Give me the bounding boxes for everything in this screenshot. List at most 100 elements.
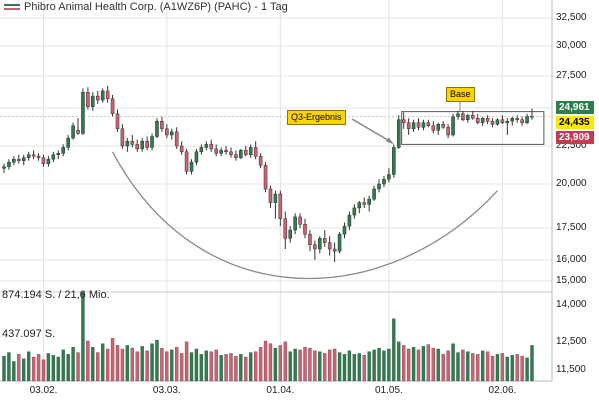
candle-body xyxy=(268,188,273,203)
candle-body xyxy=(160,120,164,130)
volume-bar xyxy=(105,348,110,382)
candle-body xyxy=(224,150,228,153)
volume-bar xyxy=(145,350,149,382)
volume-bar xyxy=(155,339,159,382)
price-tag: 23,909 xyxy=(556,131,594,144)
candle-body xyxy=(431,125,436,131)
volume-mid-label: 437.097 S. xyxy=(2,328,56,340)
candle-body xyxy=(95,95,100,101)
candle-body xyxy=(155,120,159,137)
candle-body xyxy=(51,154,56,160)
candle-body xyxy=(194,151,199,163)
candle-body xyxy=(21,157,26,161)
volume-bar xyxy=(485,351,490,382)
candle-body xyxy=(313,244,317,250)
volume-bar xyxy=(313,350,317,382)
volume-bar xyxy=(466,351,470,382)
x-tick-label: 03.03. xyxy=(152,385,181,396)
volume-tick-label: 11,500 xyxy=(556,364,586,375)
volume-bar xyxy=(234,355,238,382)
volume-bar xyxy=(12,361,16,382)
candle-body xyxy=(31,154,36,157)
candle-body xyxy=(278,193,283,219)
candle-body xyxy=(263,164,268,190)
volume-bar xyxy=(150,343,154,382)
y-tick-label: 27,500 xyxy=(556,70,587,81)
x-tick-label: 01.04. xyxy=(266,385,295,396)
candle-body xyxy=(352,207,357,216)
candle-body xyxy=(258,155,263,166)
volume-bar xyxy=(209,351,213,382)
candle-body xyxy=(406,122,411,130)
volume-bar xyxy=(110,338,115,382)
candle-body xyxy=(184,151,189,172)
volume-bar xyxy=(81,291,85,382)
annotation-q3-ergebnis: Q3-Ergebnis xyxy=(287,110,346,125)
candle-body xyxy=(135,144,140,150)
volume-bar xyxy=(199,354,204,382)
volume-bar xyxy=(115,345,120,382)
candle-body xyxy=(140,140,144,150)
candle-body xyxy=(26,154,31,158)
x-tick-label: 03.02. xyxy=(29,385,58,396)
candle-body xyxy=(81,92,85,134)
candle-body xyxy=(199,147,204,153)
chart-title: Phibro Animal Health Corp. (A1WZ6P) (PAH… xyxy=(24,1,288,13)
candle-body xyxy=(91,95,95,107)
volume-bar xyxy=(446,350,450,382)
candle-body xyxy=(485,117,490,122)
candle-body xyxy=(169,131,174,136)
volume-bar xyxy=(31,356,36,382)
volume-bar xyxy=(61,349,65,382)
volume-bar xyxy=(189,352,194,382)
candle-body xyxy=(471,115,475,119)
candle-body xyxy=(480,117,485,123)
volume-bar xyxy=(2,355,6,382)
candle-body xyxy=(130,140,135,145)
candle-body xyxy=(475,117,480,123)
candle-body xyxy=(229,151,233,155)
volume-bar xyxy=(357,353,361,382)
volume-bar xyxy=(66,354,70,382)
candle-body xyxy=(125,140,130,147)
volume-bar xyxy=(392,318,396,382)
volume-bar xyxy=(456,352,460,382)
volume-bar xyxy=(525,357,529,382)
candle-body xyxy=(318,238,322,250)
candle-body xyxy=(239,150,243,158)
volume-bar xyxy=(402,345,406,382)
volume-bar xyxy=(303,347,307,382)
y-tick-label: 30,000 xyxy=(556,40,587,51)
volume-bar xyxy=(96,352,100,382)
volume-bar xyxy=(515,354,519,382)
volume-bar xyxy=(46,353,51,382)
volume-bar xyxy=(135,351,139,382)
volume-bar xyxy=(278,345,283,382)
candle-body xyxy=(525,116,529,123)
candle-body xyxy=(56,153,61,155)
volume-bar xyxy=(461,349,465,382)
volume-bar xyxy=(347,350,352,382)
volume-bar xyxy=(490,355,495,382)
volume-bar xyxy=(175,347,179,382)
volume-bar xyxy=(476,354,480,382)
candle-body xyxy=(174,131,179,147)
candle-body xyxy=(36,155,41,158)
volume-bar xyxy=(273,347,278,382)
candle-body xyxy=(337,233,342,252)
volume-tick-label: 12,500 xyxy=(556,336,587,347)
volume-bar xyxy=(283,341,287,382)
cup-curve xyxy=(111,151,498,279)
candle-body xyxy=(253,147,258,157)
candle-body xyxy=(179,145,184,153)
volume-bar xyxy=(101,343,105,382)
volume-max-label: 874.194 S. / 21,6 Mio. xyxy=(2,289,110,301)
y-tick-label: 22,500 xyxy=(556,140,587,151)
candle-body xyxy=(2,166,6,169)
candle-body xyxy=(332,248,337,252)
candle-body xyxy=(382,178,386,185)
candle-body xyxy=(100,90,105,101)
candle-body xyxy=(120,128,125,147)
candle-body xyxy=(392,147,396,175)
